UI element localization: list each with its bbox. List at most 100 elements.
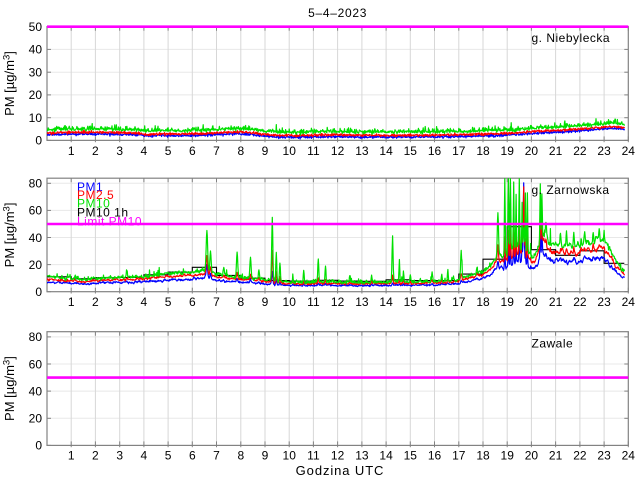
svg-text:14: 14 <box>379 144 393 158</box>
svg-text:7: 7 <box>213 449 220 463</box>
svg-text:1: 1 <box>68 295 75 309</box>
svg-text:20: 20 <box>525 144 539 158</box>
svg-text:PM [µg/m3]: PM [µg/m3] <box>2 203 18 268</box>
svg-text:6: 6 <box>189 144 196 158</box>
svg-text:24: 24 <box>622 449 636 463</box>
svg-text:5: 5 <box>165 295 172 309</box>
svg-text:9: 9 <box>262 144 269 158</box>
svg-text:16: 16 <box>428 449 442 463</box>
svg-text:20: 20 <box>29 412 43 426</box>
svg-text:14: 14 <box>379 449 393 463</box>
svg-text:50: 50 <box>29 20 43 34</box>
svg-text:12: 12 <box>331 295 345 309</box>
svg-text:6: 6 <box>189 295 196 309</box>
svg-text:15: 15 <box>404 295 418 309</box>
svg-text:Godzina UTC: Godzina UTC <box>296 463 385 478</box>
svg-text:1: 1 <box>68 449 75 463</box>
svg-text:8: 8 <box>237 449 244 463</box>
svg-text:18: 18 <box>476 449 490 463</box>
svg-text:24: 24 <box>622 295 636 309</box>
svg-text:10: 10 <box>283 144 297 158</box>
svg-text:Limit PM10: Limit PM10 <box>77 215 142 229</box>
svg-text:5: 5 <box>165 144 172 158</box>
svg-text:17: 17 <box>452 295 466 309</box>
svg-text:12: 12 <box>331 449 345 463</box>
svg-text:3: 3 <box>116 295 123 309</box>
svg-text:5: 5 <box>165 449 172 463</box>
svg-text:2: 2 <box>92 295 99 309</box>
svg-text:17: 17 <box>452 144 466 158</box>
svg-text:22: 22 <box>573 295 587 309</box>
svg-text:20: 20 <box>29 88 43 102</box>
svg-text:23: 23 <box>597 144 611 158</box>
svg-text:23: 23 <box>597 295 611 309</box>
svg-text:24: 24 <box>622 144 636 158</box>
svg-text:19: 19 <box>501 449 515 463</box>
svg-text:g. Niebylecka: g. Niebylecka <box>532 31 611 45</box>
svg-text:PM10: PM10 <box>77 197 110 211</box>
svg-text:0: 0 <box>35 439 42 453</box>
svg-text:30: 30 <box>29 66 43 80</box>
svg-text:PM [µg/m3]: PM [µg/m3] <box>2 356 18 421</box>
svg-text:22: 22 <box>573 449 587 463</box>
svg-text:0: 0 <box>35 134 42 148</box>
svg-text:0: 0 <box>35 285 42 299</box>
svg-text:14: 14 <box>379 295 393 309</box>
svg-text:15: 15 <box>404 449 418 463</box>
svg-text:8: 8 <box>237 295 244 309</box>
svg-text:23: 23 <box>597 449 611 463</box>
svg-text:3: 3 <box>116 449 123 463</box>
svg-text:9: 9 <box>262 449 269 463</box>
svg-text:2: 2 <box>92 144 99 158</box>
svg-text:PM2.5: PM2.5 <box>77 188 114 202</box>
svg-text:1: 1 <box>68 144 75 158</box>
svg-text:40: 40 <box>29 43 43 57</box>
svg-text:60: 60 <box>29 357 43 371</box>
svg-text:16: 16 <box>428 144 442 158</box>
svg-text:10: 10 <box>283 449 297 463</box>
svg-text:21: 21 <box>549 144 563 158</box>
svg-text:7: 7 <box>213 295 220 309</box>
svg-text:10: 10 <box>29 111 43 125</box>
svg-text:4: 4 <box>141 295 148 309</box>
svg-text:13: 13 <box>355 449 369 463</box>
svg-text:6: 6 <box>189 449 196 463</box>
svg-text:16: 16 <box>428 295 442 309</box>
svg-text:4: 4 <box>141 144 148 158</box>
svg-text:11: 11 <box>307 295 320 309</box>
svg-text:80: 80 <box>29 177 43 191</box>
svg-text:20: 20 <box>525 295 539 309</box>
svg-text:Zawale: Zawale <box>532 336 574 350</box>
svg-text:PM [µg/m3]: PM [µg/m3] <box>2 51 18 116</box>
svg-text:13: 13 <box>355 295 369 309</box>
svg-text:11: 11 <box>307 449 320 463</box>
svg-text:11: 11 <box>307 144 320 158</box>
svg-text:2: 2 <box>92 449 99 463</box>
svg-text:13: 13 <box>355 144 369 158</box>
svg-text:8: 8 <box>237 144 244 158</box>
svg-text:19: 19 <box>501 144 515 158</box>
svg-text:18: 18 <box>476 295 490 309</box>
svg-text:19: 19 <box>501 295 515 309</box>
svg-text:80: 80 <box>29 330 43 344</box>
svg-text:20: 20 <box>525 449 539 463</box>
svg-text:7: 7 <box>213 144 220 158</box>
svg-text:20: 20 <box>29 258 43 272</box>
svg-text:18: 18 <box>476 144 490 158</box>
svg-text:60: 60 <box>29 204 43 218</box>
svg-text:PM10 1h: PM10 1h <box>77 205 129 219</box>
svg-text:17: 17 <box>452 449 466 463</box>
svg-text:3: 3 <box>116 144 123 158</box>
svg-text:21: 21 <box>549 295 563 309</box>
svg-text:40: 40 <box>29 384 43 398</box>
svg-text:5–4–2023: 5–4–2023 <box>308 6 367 20</box>
svg-text:10: 10 <box>283 295 297 309</box>
svg-text:21: 21 <box>549 449 563 463</box>
svg-text:g. Zarnowska: g. Zarnowska <box>532 183 610 197</box>
svg-text:9: 9 <box>262 295 269 309</box>
svg-text:40: 40 <box>29 231 43 245</box>
svg-text:PM1: PM1 <box>77 180 103 194</box>
svg-text:22: 22 <box>573 144 587 158</box>
svg-text:12: 12 <box>331 144 345 158</box>
svg-text:15: 15 <box>404 144 418 158</box>
